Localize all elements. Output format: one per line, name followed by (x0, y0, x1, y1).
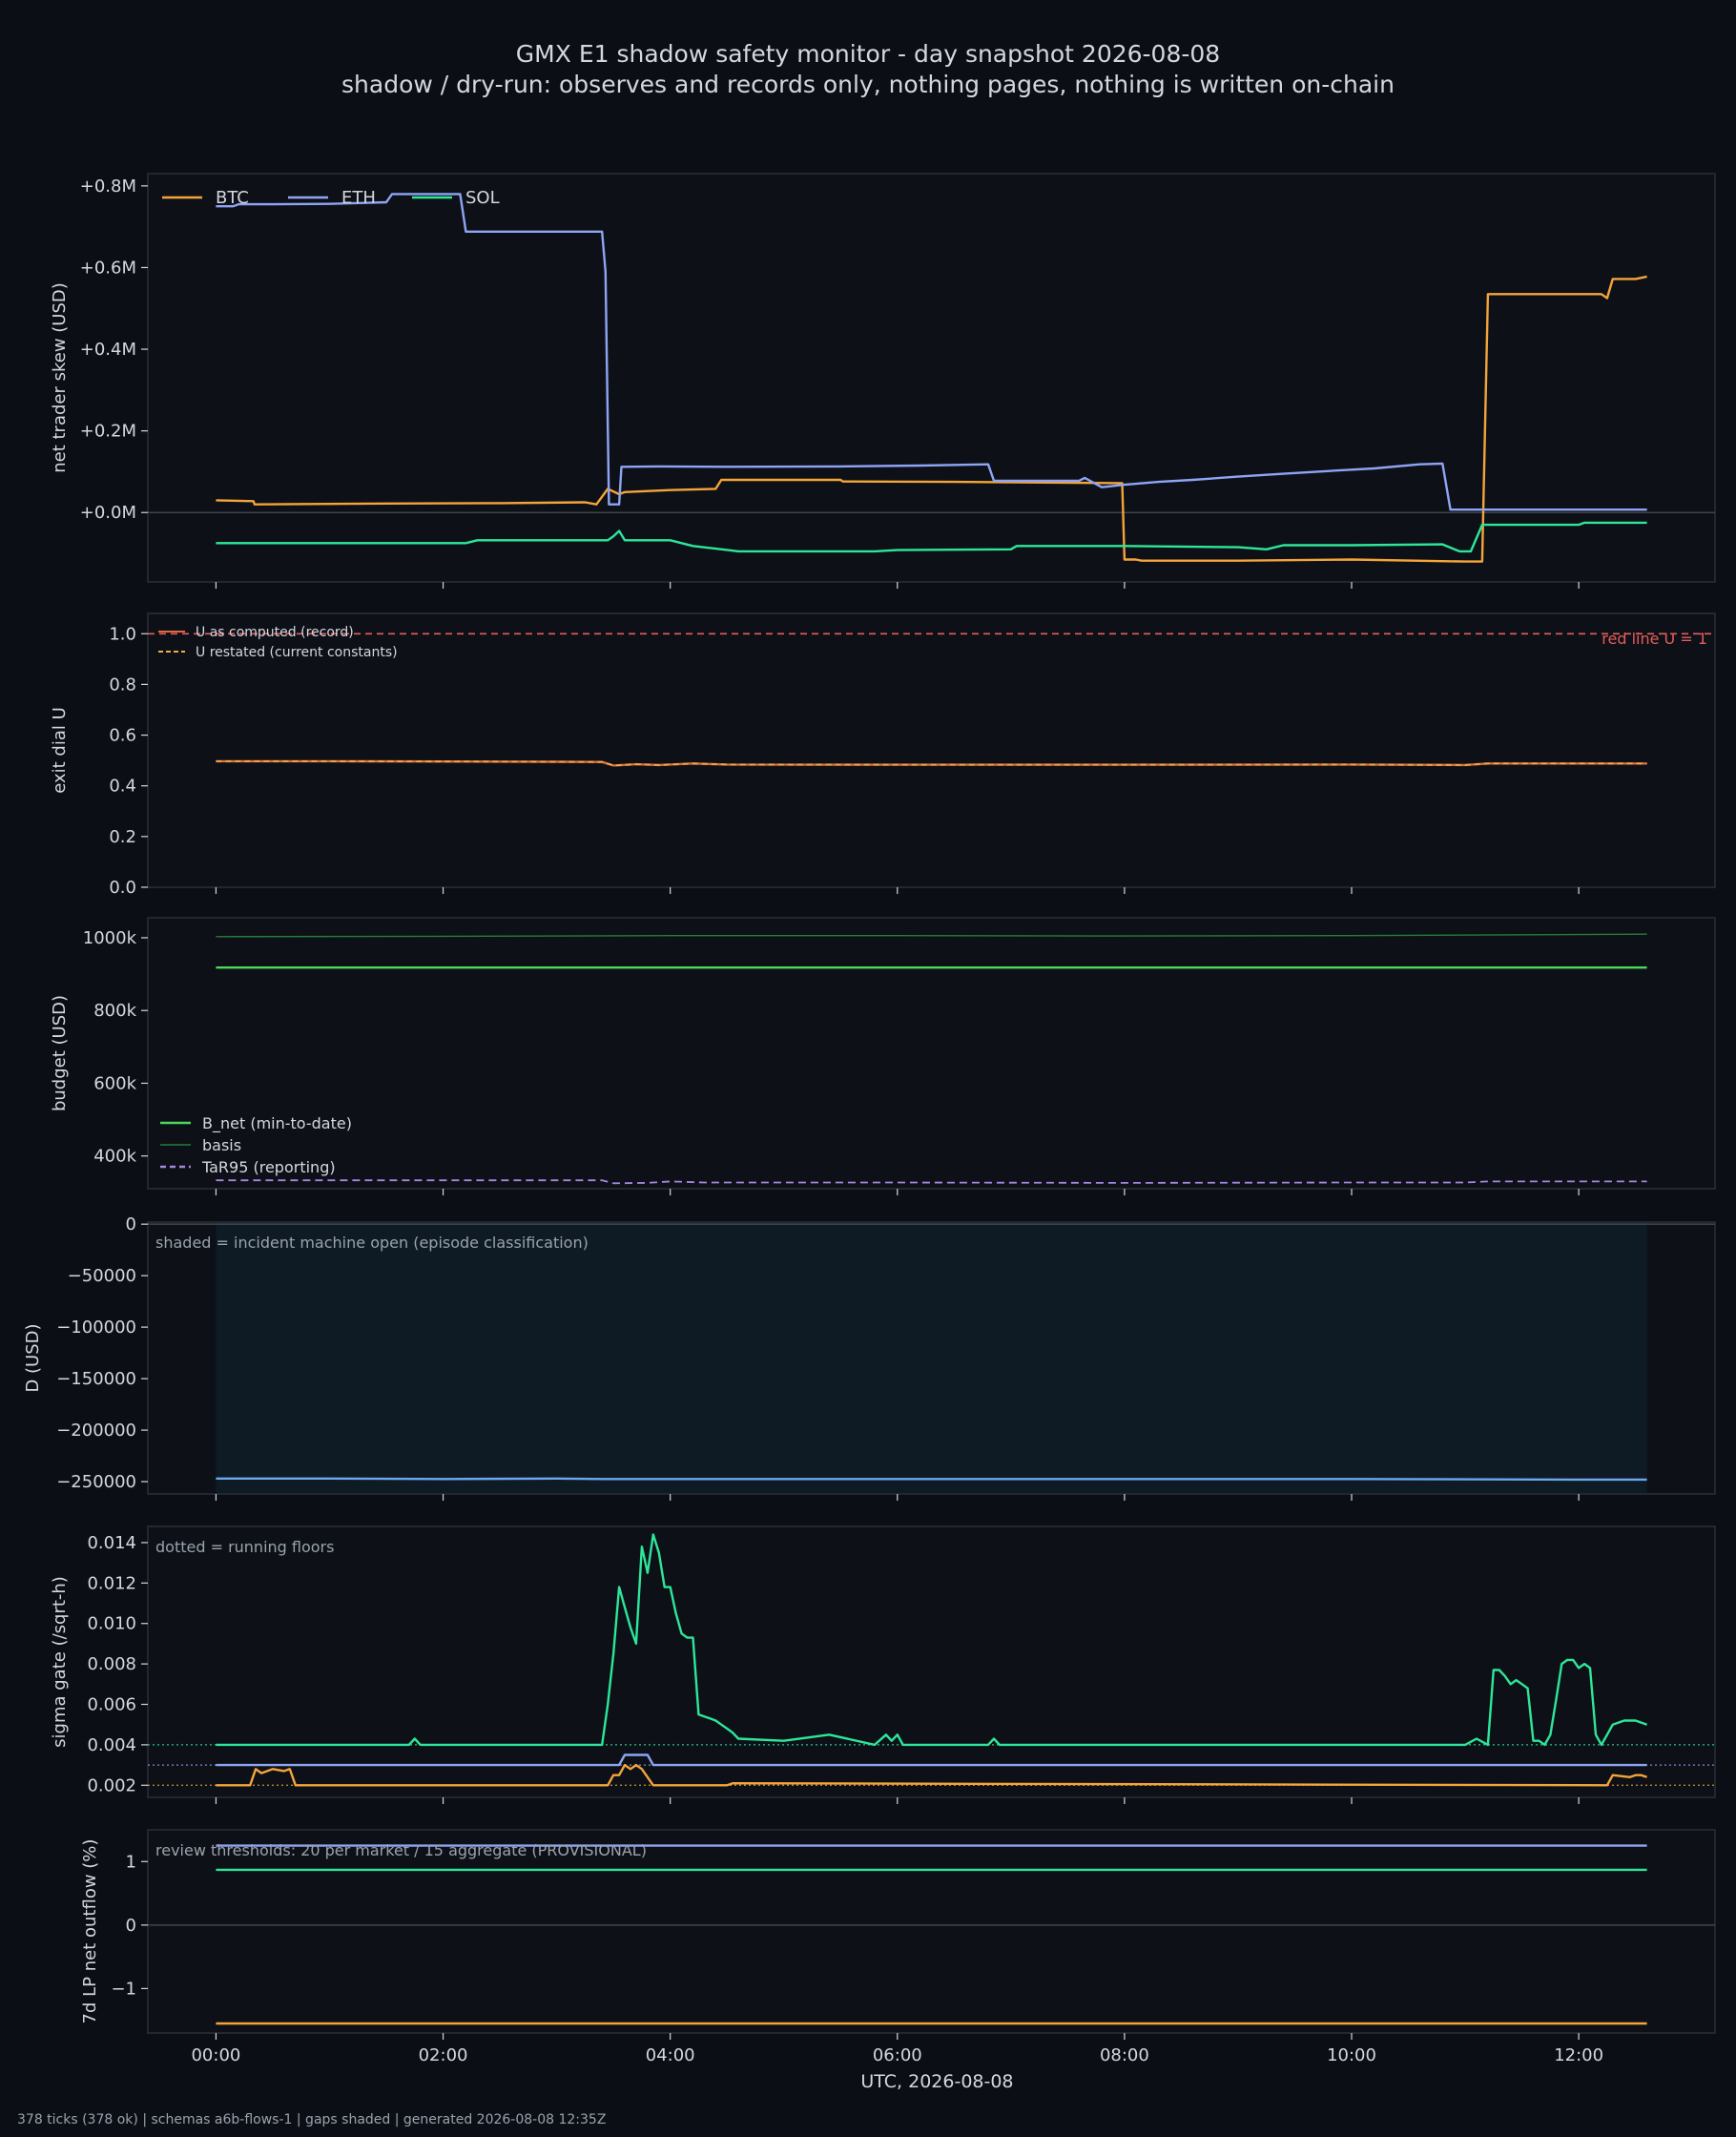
y-axis-label: D (USD) (23, 1323, 43, 1392)
y-tick-label: 600k (93, 1073, 136, 1093)
y-axis-label: sigma gate (/sqrt-h) (50, 1576, 70, 1748)
series-line-basis (216, 933, 1647, 938)
y-tick-label: +0.0M (80, 503, 136, 523)
y-tick-label: −1 (111, 1979, 136, 1999)
panel-annotation: shaded = incident machine open (episode … (155, 1234, 589, 1252)
panel-3: 400k 600k 800k 1000k budget (USD) B_net (min-… (50, 917, 1716, 1195)
legend-label: U restated (current constants) (196, 645, 398, 660)
y-tick-label: 1 (126, 1852, 136, 1872)
y-tick-label: 0.008 (87, 1654, 136, 1674)
y-tick-label: 0.014 (87, 1533, 136, 1553)
y-tick-label: +0.2M (80, 422, 136, 442)
x-tick-label: 00:00 (191, 2045, 240, 2065)
red-line-annotation: red line U = 1 (1602, 630, 1707, 648)
chart-title: GMX E1 shadow safety monitor - day snaps… (515, 40, 1221, 68)
legend-label: SOL (465, 188, 500, 208)
y-tick-label: −200000 (56, 1421, 136, 1441)
legend-label: BTC (216, 188, 249, 208)
y-tick-label: 0.002 (87, 1775, 136, 1795)
x-axis-label: UTC, 2026-08-08 (860, 2071, 1013, 2092)
y-tick-label: −150000 (56, 1369, 136, 1389)
x-tick-label: 12:00 (1554, 2045, 1603, 2065)
y-tick-label: 400k (93, 1147, 136, 1167)
status-footer: 378 ticks (378 ok) | schemas a6b-flows-1… (17, 2112, 607, 2127)
legend-label: basis (202, 1136, 241, 1154)
y-tick-label: 0.004 (87, 1735, 136, 1755)
panel-1: +0.0M +0.2M +0.4M +0.6M +0.8M net trader skew… (50, 173, 1716, 589)
y-tick-label: 800k (93, 1001, 136, 1021)
y-tick-label: 0.006 (87, 1695, 136, 1715)
x-tick-label: 08:00 (1100, 2045, 1149, 2065)
y-tick-label: 0.012 (87, 1573, 136, 1593)
chart-subtitle: shadow / dry-run: observes and records o… (341, 71, 1395, 98)
series-line-btc (216, 275, 1647, 563)
legend-label: U as computed (record) (196, 625, 354, 640)
y-tick-label: −50000 (68, 1266, 136, 1286)
y-tick-label: +0.8M (80, 176, 136, 197)
series-line-d (216, 1477, 1647, 1482)
y-axis-label: net trader skew (USD) (50, 282, 70, 473)
y-tick-label: 1000k (83, 928, 137, 948)
panel-5: 0.002 0.004 0.006 0.008 0.010 0.012 0.014 sigma… (50, 1525, 1716, 1804)
series-line-tar95-reporting- (216, 1179, 1647, 1185)
panel-frame (147, 1525, 1716, 1798)
y-tick-label: 1.0 (109, 624, 136, 644)
legend-label: B_net (min-to-date) (202, 1114, 352, 1133)
y-tick-label: 0.8 (109, 674, 136, 695)
incident-shade (216, 1223, 1647, 1493)
y-tick-label: +0.6M (80, 258, 136, 278)
series-line-eth (216, 193, 1647, 511)
series-line-sol (216, 1533, 1647, 1747)
legend-label: ETH (341, 188, 376, 208)
y-tick-label: −100000 (56, 1317, 136, 1338)
y-axis-label: 7d LP net outflow (%) (80, 1839, 100, 2024)
x-tick-label: 10:00 (1327, 2045, 1376, 2065)
series-line-eth (216, 1753, 1647, 1767)
panel-frame (147, 1829, 1716, 2034)
x-tick-label: 02:00 (419, 2045, 468, 2065)
y-tick-label: 0.4 (109, 777, 136, 797)
panel-2: 0.0 0.2 0.4 0.6 0.8 1.0 exit dial U U as comput… (50, 612, 1716, 898)
panel-annotation: review thresholds: 20 per market / 15 ag… (155, 1841, 647, 1859)
series-line-sol (216, 521, 1647, 553)
y-tick-label: 0.6 (109, 726, 136, 746)
panel-6: −1 0 1 7d LP net outflow (%) review threshol… (80, 1829, 1716, 2040)
panel-4: −250000 −200000 −150000 −100000 −50000 0 D (US… (23, 1214, 1716, 1501)
panel-annotation: dotted = running floors (155, 1538, 334, 1556)
y-tick-label: 0.0 (109, 878, 136, 898)
x-tick-label: 06:00 (873, 2045, 922, 2065)
panel-frame (147, 173, 1716, 583)
series-line-u-restated-current-constants- (216, 760, 1647, 767)
y-tick-label: 0 (126, 1916, 136, 1936)
panel-frame (147, 917, 1716, 1190)
legend-label: TaR95 (reporting) (201, 1158, 336, 1176)
series-line-btc (216, 1763, 1647, 1787)
x-tick-label: 04:00 (646, 2045, 695, 2065)
y-tick-label: 0.010 (87, 1614, 136, 1634)
y-tick-label: −250000 (56, 1472, 136, 1492)
y-tick-label: +0.4M (80, 340, 136, 360)
panel-frame (147, 612, 1716, 888)
y-axis-label: budget (USD) (50, 995, 70, 1111)
y-tick-label: 0 (126, 1214, 136, 1234)
y-axis-label: exit dial U (50, 707, 70, 794)
y-tick-label: 0.2 (109, 827, 136, 847)
